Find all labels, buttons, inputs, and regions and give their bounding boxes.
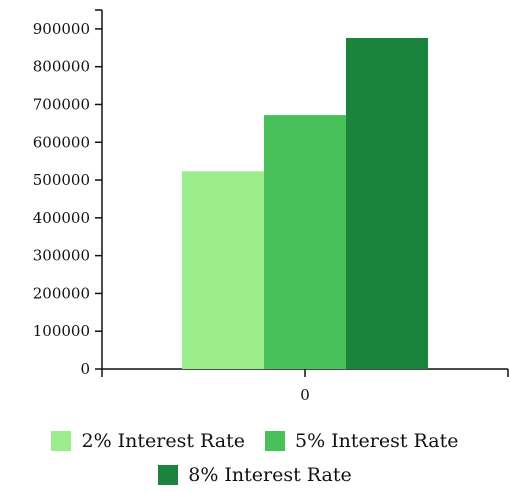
bar-8-interest-rate[interactable]: [346, 37, 428, 370]
legend-label: 2% Interest Rate: [81, 430, 245, 452]
legend-item-5pct[interactable]: 5% Interest Rate: [265, 424, 459, 458]
y-tick-label: 600000: [33, 133, 90, 151]
legend-item-8pct[interactable]: 8% Interest Rate: [158, 458, 352, 492]
y-tick-label: 100000: [33, 322, 90, 340]
y-tick-label: 500000: [33, 171, 90, 189]
y-tick-label: 700000: [33, 95, 90, 113]
legend: 2% Interest Rate 5% Interest Rate 8% Int…: [0, 424, 510, 492]
x-tick-label: 0: [300, 386, 310, 404]
bar-2-interest-rate[interactable]: [182, 171, 264, 369]
bar-5-interest-rate[interactable]: [264, 115, 346, 369]
legend-row-1: 2% Interest Rate 5% Interest Rate: [0, 424, 510, 458]
y-tick-label: 0: [80, 360, 90, 378]
y-tick-label: 800000: [33, 58, 90, 76]
legend-label: 8% Interest Rate: [188, 464, 352, 486]
bar-chart: 0 100000 200000 300000 400000 500000 600000 700…: [33, 9, 509, 404]
legend-swatch: [158, 465, 179, 485]
y-tick-label: 300000: [33, 247, 90, 265]
legend-row-2: 8% Interest Rate: [0, 458, 510, 492]
legend-item-2pct[interactable]: 2% Interest Rate: [51, 424, 245, 458]
y-tick-label: 400000: [33, 209, 90, 227]
legend-label: 5% Interest Rate: [295, 430, 459, 452]
bars: [182, 37, 428, 370]
y-tick-label: 200000: [33, 284, 90, 302]
legend-swatch: [51, 431, 72, 451]
y-tick-label: 900000: [33, 20, 90, 38]
x-axis: 0: [101, 368, 509, 404]
legend-swatch: [265, 431, 285, 451]
y-axis: 0 100000 200000 300000 400000 500000 600000 700…: [33, 9, 103, 378]
